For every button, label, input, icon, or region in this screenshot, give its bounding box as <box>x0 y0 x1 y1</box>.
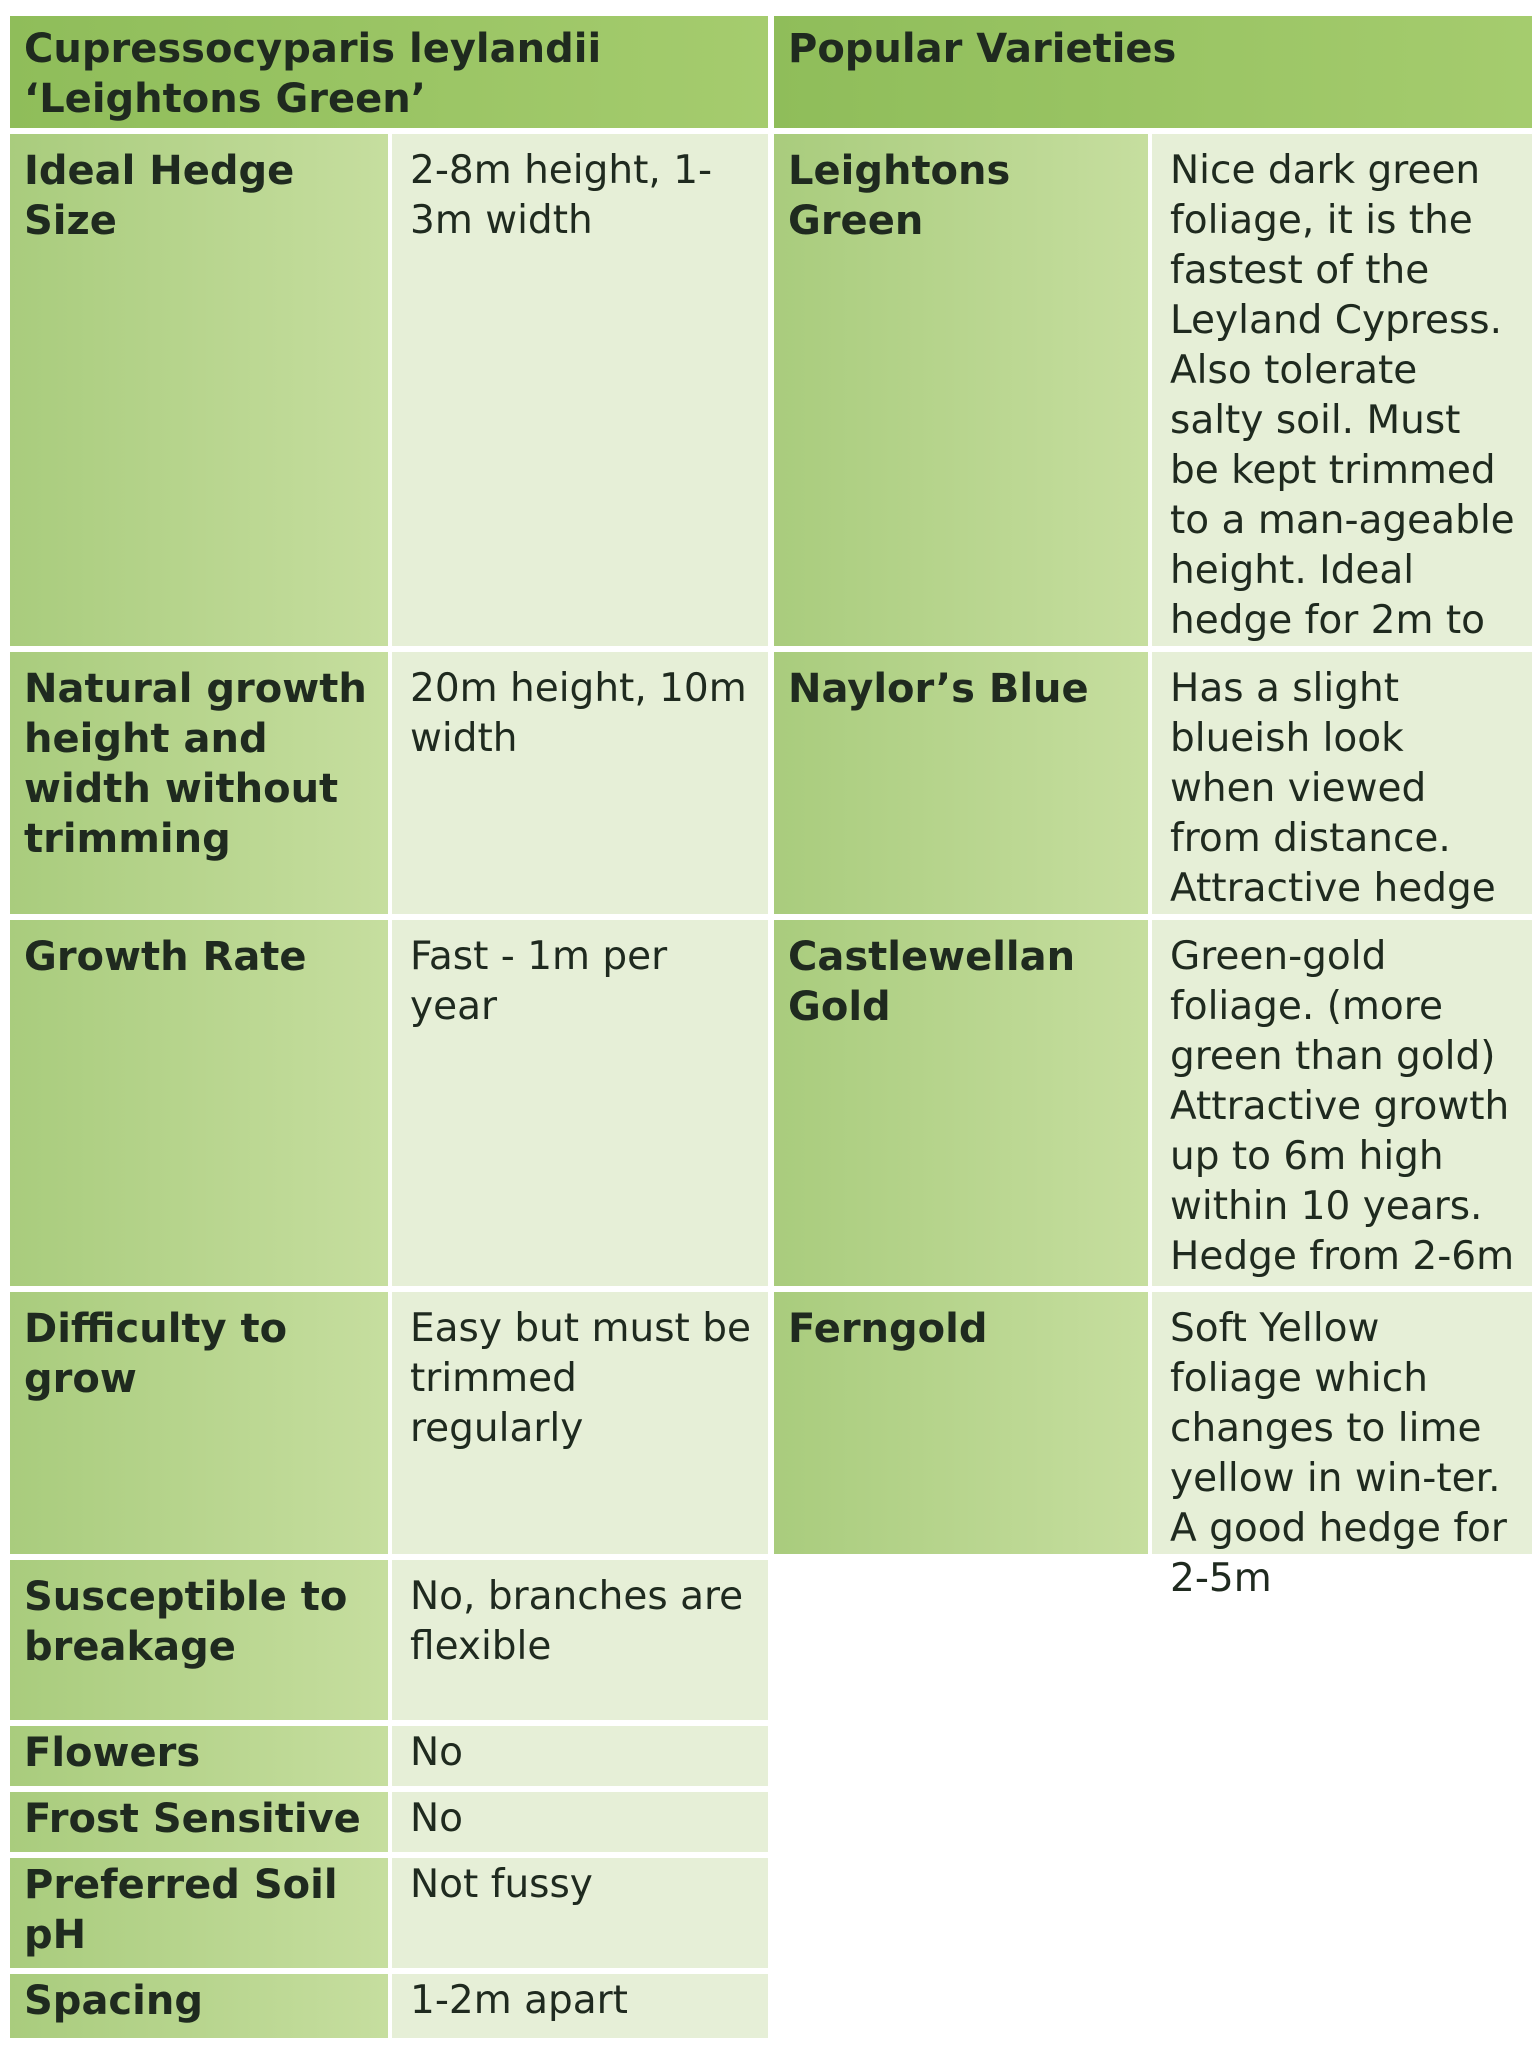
property-label: Susceptible to breakage <box>10 1560 388 1720</box>
variety-name: Castlewellan Gold <box>774 920 1148 1286</box>
property-label: Growth Rate <box>10 920 388 1286</box>
property-label: Spacing <box>10 1974 388 2038</box>
variety-description: Green-gold foliage. (more green than gol… <box>1152 920 1532 1286</box>
popular-varieties-heading: Popular Varieties <box>788 26 1177 72</box>
property-label: Frost Sensitive <box>10 1792 388 1852</box>
property-value: No <box>392 1792 768 1852</box>
property-value: 2-8m height, 1-3m width <box>392 134 768 646</box>
variety-name: Naylor’s Blue <box>774 652 1148 914</box>
property-label: Flowers <box>10 1726 388 1786</box>
variety-description: Soft Yellow foliage which changes to lim… <box>1152 1292 1532 1601</box>
property-value: No <box>392 1726 768 1786</box>
property-label: Ideal Hedge Size <box>10 134 388 646</box>
property-value: Easy but must be trimmed regularly <box>392 1292 768 1554</box>
table-header-right: Popular Varieties <box>774 16 1532 128</box>
property-value: Not fussy <box>392 1858 768 1968</box>
property-label: Preferred Soil pH <box>10 1858 388 1968</box>
variety-description: Has a slight blueish look when viewed fr… <box>1152 652 1532 961</box>
variety-name: Leightons Green <box>774 134 1148 646</box>
variety-name: Ferngold <box>774 1292 1148 1554</box>
plant-name-heading: Cupressocyparis leylandii ‘Leightons Gre… <box>24 26 602 122</box>
property-value: Fast - 1m per year <box>392 920 768 1286</box>
property-value: No, branches are flexible <box>392 1560 768 1720</box>
property-label: Difficulty to grow <box>10 1292 388 1554</box>
variety-description: Nice dark green foliage, it is the faste… <box>1152 134 1532 693</box>
property-value: 1-2m apart <box>392 1974 768 2038</box>
property-value: 20m height, 10m width <box>392 652 768 914</box>
property-label: Natural growth height and width without … <box>10 652 388 914</box>
table-header-left: Cupressocyparis leylandii ‘Leightons Gre… <box>10 16 768 128</box>
